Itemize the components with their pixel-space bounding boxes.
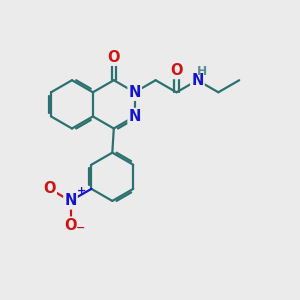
Text: N: N [128,109,141,124]
Text: O: O [170,63,183,78]
Text: N: N [64,194,77,208]
Text: N: N [191,73,204,88]
Text: O: O [107,50,120,65]
Text: O: O [64,218,77,232]
Text: H: H [197,65,207,79]
Text: +: + [77,187,86,196]
Text: O: O [43,182,56,196]
Text: N: N [128,85,141,100]
Text: −: − [76,222,85,233]
